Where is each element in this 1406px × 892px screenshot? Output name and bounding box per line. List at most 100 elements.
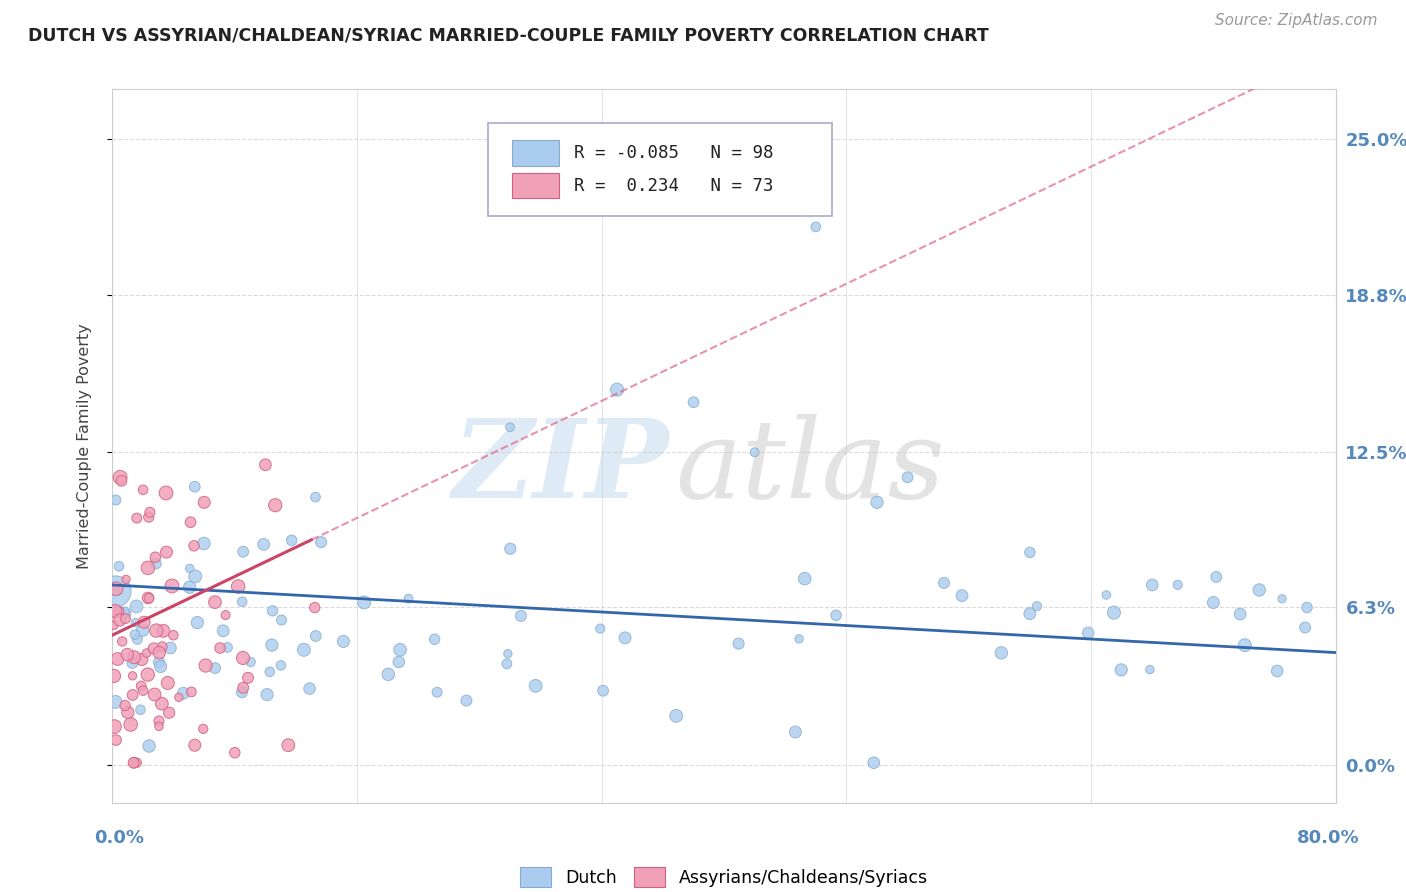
Point <box>104 493 127 508</box>
Y-axis label: Married-Couple Family Poverty: Married-Couple Family Poverty <box>77 323 91 569</box>
Point <box>232 651 254 665</box>
Point <box>104 604 127 618</box>
Point <box>524 679 547 693</box>
Point <box>1205 570 1227 584</box>
Point <box>592 683 614 698</box>
Point <box>204 661 226 675</box>
Point <box>231 595 253 609</box>
Point <box>253 537 276 551</box>
Point <box>108 613 131 627</box>
Point <box>125 599 148 614</box>
Point <box>1018 607 1040 621</box>
Point <box>727 637 749 651</box>
Point <box>122 756 145 770</box>
Point <box>193 495 215 509</box>
Point <box>1271 591 1294 606</box>
Point <box>193 536 215 550</box>
Point <box>131 652 153 666</box>
Point <box>665 709 688 723</box>
Point <box>1102 606 1125 620</box>
Point <box>103 669 125 683</box>
Point <box>120 717 142 731</box>
Point <box>298 681 321 696</box>
Point <box>179 561 201 575</box>
Point <box>1265 664 1288 678</box>
Point <box>138 739 160 753</box>
Point <box>231 685 253 699</box>
Point <box>214 608 236 623</box>
Point <box>150 697 173 711</box>
Point <box>138 591 160 606</box>
Point <box>292 642 315 657</box>
Point <box>193 722 215 736</box>
Point <box>606 383 628 397</box>
Point <box>825 608 848 623</box>
Point <box>129 679 152 693</box>
Text: R =  0.234   N = 73: R = 0.234 N = 73 <box>574 177 773 194</box>
Point <box>136 667 159 681</box>
Point <box>155 486 177 500</box>
Point <box>114 612 136 626</box>
Point <box>145 624 167 638</box>
Point <box>184 480 207 494</box>
Point <box>309 535 332 549</box>
Point <box>135 646 157 660</box>
Point <box>1026 599 1049 614</box>
Point <box>785 725 807 739</box>
Point <box>108 470 131 484</box>
Point <box>260 638 283 652</box>
Point <box>256 688 278 702</box>
Point <box>277 738 299 752</box>
Point <box>259 665 281 679</box>
Point <box>1229 607 1251 621</box>
Point <box>148 714 170 728</box>
Point <box>110 474 132 488</box>
Point <box>1142 578 1164 592</box>
Point <box>107 652 129 666</box>
Point <box>121 656 143 670</box>
Point <box>264 498 287 512</box>
Point <box>204 595 226 609</box>
Text: 0.0%: 0.0% <box>94 829 145 847</box>
Point <box>305 629 328 643</box>
Point <box>186 615 208 630</box>
Point <box>142 641 165 656</box>
Point <box>262 604 284 618</box>
Point <box>744 445 766 459</box>
Point <box>156 676 179 690</box>
Point <box>117 648 139 662</box>
Point <box>167 690 190 705</box>
Point <box>239 655 262 669</box>
Point <box>377 667 399 681</box>
Point <box>114 605 136 619</box>
Point <box>254 458 277 472</box>
Point <box>226 579 249 593</box>
Point <box>1095 588 1118 602</box>
Point <box>152 624 174 638</box>
Point <box>280 533 302 548</box>
Point <box>614 631 637 645</box>
Point <box>353 595 375 609</box>
Point <box>194 658 217 673</box>
Point <box>143 550 166 565</box>
Point <box>159 640 181 655</box>
Point <box>496 657 519 671</box>
Point <box>496 647 519 661</box>
Point <box>104 584 127 599</box>
Point <box>121 669 143 683</box>
Point <box>509 608 531 623</box>
Point <box>148 719 170 733</box>
Point <box>499 541 522 556</box>
Point <box>950 589 973 603</box>
Point <box>224 746 246 760</box>
Point <box>111 634 134 648</box>
Point <box>122 756 145 770</box>
Point <box>127 632 149 647</box>
Point <box>398 591 420 606</box>
Text: R = -0.085   N = 98: R = -0.085 N = 98 <box>574 144 773 161</box>
Point <box>157 706 180 720</box>
Point <box>136 591 159 605</box>
Point <box>1018 545 1040 559</box>
Point <box>136 561 159 575</box>
Point <box>217 640 239 655</box>
